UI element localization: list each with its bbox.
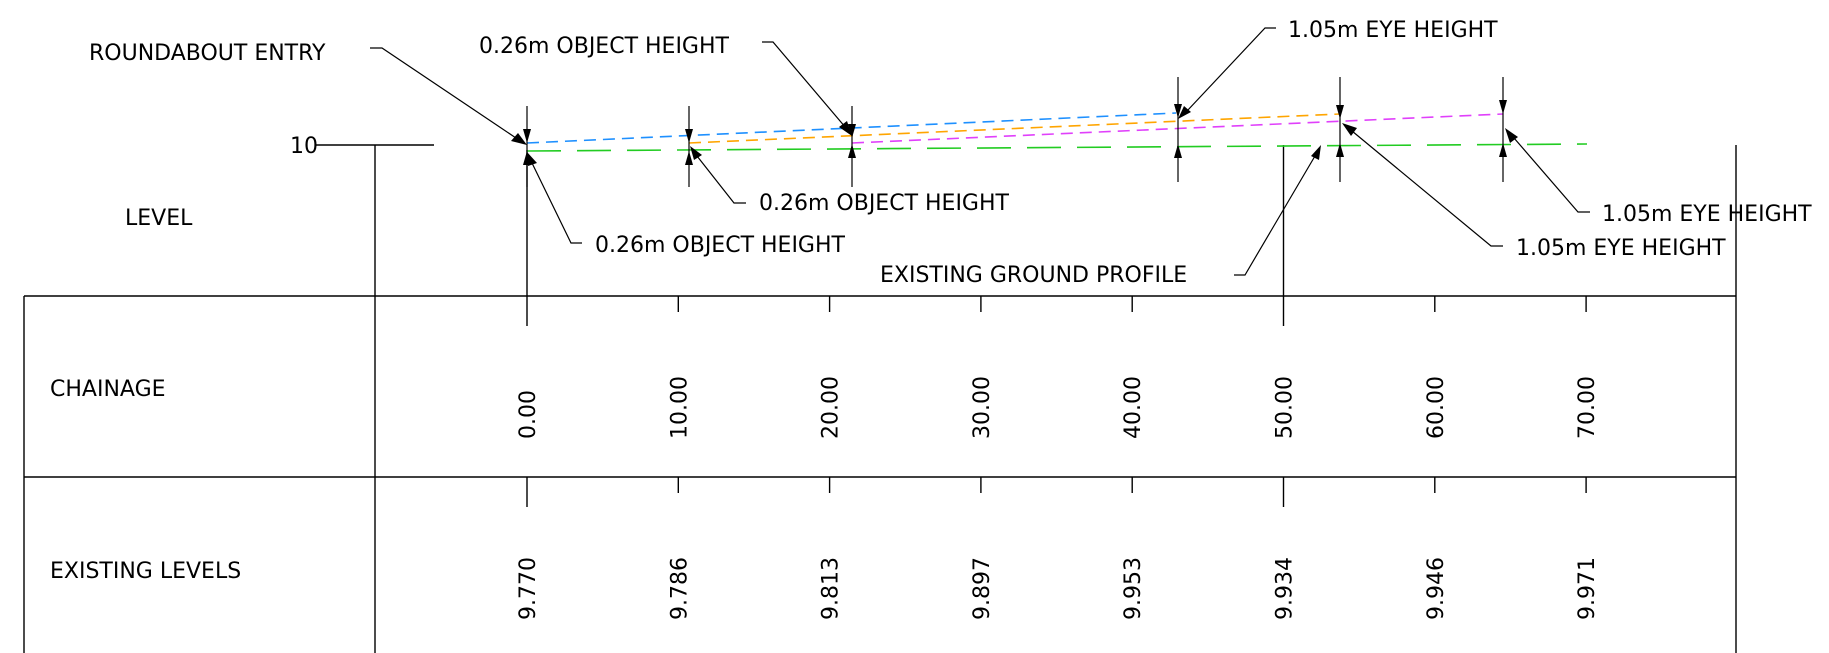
eye-height-marker-arrow-down: [1174, 104, 1182, 118]
object-height-label-middle: 0.26m OBJECT HEIGHT: [759, 191, 1010, 216]
existing-level-value: 9.946: [1424, 557, 1449, 620]
roundabout-entry-label: ROUNDABOUT ENTRY: [89, 41, 326, 66]
chainage-value: 70.00: [1575, 376, 1600, 439]
existing-ground-profile-arrowhead: [1311, 145, 1321, 160]
row-header-chainage: CHAINAGE: [50, 377, 166, 402]
eye-height-leader-top: [1186, 27, 1276, 112]
object-height-marker-arrow-up: [685, 151, 693, 165]
eye-height-marker-arrow-down: [1336, 105, 1344, 119]
object-height-leader-middle: [696, 155, 746, 204]
object-height-arrowhead-lower: [527, 152, 537, 166]
existing-ground-profile-line: [526, 143, 1588, 152]
eye-height-label-right: 1.05m EYE HEIGHT: [1602, 202, 1812, 227]
annotations: ROUNDABOUT ENTRY 0.26m OBJECT HEIGHT 0.2…: [89, 18, 1812, 288]
chainage-value: 10.00: [667, 376, 692, 439]
eye-height-marker-arrow-up: [1336, 143, 1344, 157]
sight-line-orange: [688, 113, 1341, 144]
eye-height-marker-arrow-down: [1499, 100, 1507, 114]
data-table: CHAINAGE EXISTING LEVELS 0.00 10.00 20.00 3…: [23, 145, 1737, 653]
row-header-existing-levels: EXISTING LEVELS: [50, 559, 241, 584]
object-height-marker-arrow-down: [523, 129, 531, 143]
existing-level-value: 9.897: [970, 557, 995, 620]
eye-height-arrowhead-right: [1505, 128, 1518, 143]
chainage-value: 60.00: [1424, 376, 1449, 439]
object-height-leader-lower: [531, 162, 582, 244]
datum-level-label: 10: [290, 134, 318, 159]
roundabout-entry-arrowhead: [511, 133, 527, 145]
chainage-value: 50.00: [1273, 376, 1298, 439]
existing-ground-profile-leader: [1234, 155, 1316, 276]
level-datum: 10 LEVEL: [125, 134, 434, 231]
existing-level-value: 9.934: [1273, 557, 1298, 620]
table-cells: 0.00 10.00 20.00 30.00 40.00 50.00 60.00 70.00 9…: [516, 145, 1600, 620]
existing-level-value: 9.953: [1121, 557, 1146, 620]
roundabout-entry-leader: [370, 47, 517, 139]
object-height-marker-arrow-up: [848, 144, 856, 158]
existing-level-value: 9.813: [819, 557, 844, 620]
existing-ground-profile-label: EXISTING GROUND PROFILE: [880, 263, 1187, 288]
object-height-arrowhead-middle: [690, 146, 702, 160]
object-height-marker-arrow-down: [848, 124, 856, 138]
existing-level-value: 9.786: [667, 557, 692, 620]
object-height-marker-arrow-down: [685, 129, 693, 143]
eye-height-marker-arrow-up: [1499, 143, 1507, 157]
eye-height-label-top: 1.05m EYE HEIGHT: [1288, 18, 1498, 43]
eye-height-arrowhead-top: [1178, 106, 1191, 119]
existing-level-value: 9.770: [516, 557, 541, 620]
object-height-arrowhead-top: [839, 121, 852, 136]
height-markers: [523, 77, 1507, 187]
chainage-value: 0.00: [516, 390, 541, 439]
object-height-label-top: 0.26m OBJECT HEIGHT: [479, 34, 730, 59]
eye-height-marker-arrow-up: [1174, 144, 1182, 158]
level-label: LEVEL: [125, 206, 193, 231]
object-height-label-lower: 0.26m OBJECT HEIGHT: [595, 233, 846, 258]
chainage-value: 20.00: [819, 376, 844, 439]
chainage-value: 30.00: [970, 376, 995, 439]
chainage-value: 40.00: [1121, 376, 1146, 439]
eye-height-leader-lower: [1351, 130, 1503, 247]
eye-height-label-lower: 1.05m EYE HEIGHT: [1516, 236, 1726, 261]
eye-height-leader-right: [1513, 137, 1590, 213]
eye-height-arrowhead-lower: [1342, 123, 1357, 136]
existing-level-value: 9.971: [1575, 557, 1600, 620]
object-height-leader-top: [762, 41, 847, 129]
